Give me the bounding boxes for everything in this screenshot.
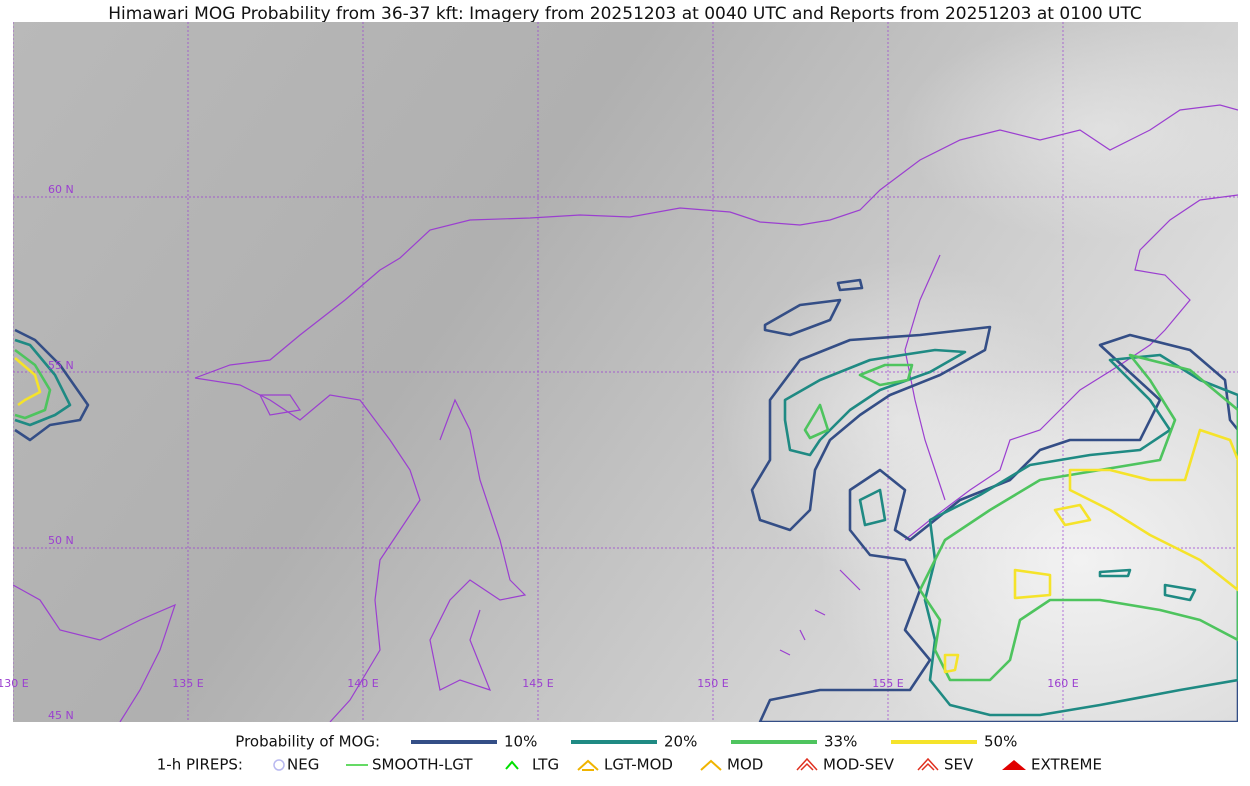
probability-contour [750, 325, 992, 532]
lon-label: 150 E [697, 677, 728, 690]
pirep-symbol [917, 757, 939, 771]
pirep-icon [273, 759, 285, 771]
pirep-symbol [273, 759, 285, 771]
lat-label: 45 N [48, 709, 74, 722]
probability-contour [858, 353, 1238, 717]
map [13, 22, 1238, 722]
pirep-symbol [505, 760, 519, 770]
title: Himawari MOG Probability from 36-37 kft:… [108, 4, 1142, 24]
probability-contour [14, 348, 52, 420]
probability-contour [14, 338, 72, 427]
probability-contour [943, 428, 1238, 674]
coastlines [13, 104, 1238, 722]
pirep-symbol [1002, 760, 1026, 770]
legend: Probability of MOG: 10% 20% 33% 50% 1-h PIREP… [157, 733, 1102, 774]
lon-label: 145 E [522, 677, 553, 690]
lon-label: 130 E [0, 677, 29, 690]
lat-label: 50 N [48, 534, 74, 547]
probability-contour [1098, 568, 1197, 602]
legend-label: LTG [532, 756, 559, 774]
legend-label: MOD [727, 756, 763, 774]
pirep-icon [917, 757, 939, 771]
legend-label: MOD-SEV [823, 756, 895, 774]
legend-label: SMOOTH-LGT [372, 756, 473, 774]
pirep-symbol [796, 757, 818, 771]
pirep-icon [796, 757, 818, 771]
lon-label: 160 E [1047, 677, 1078, 690]
pirep-icon [577, 759, 599, 771]
lon-label: 135 E [172, 677, 203, 690]
pirep-symbol [700, 759, 722, 771]
contours [14, 278, 1238, 722]
legend-heading: Probability of MOG: [235, 733, 380, 751]
legend-heading: 1-h PIREPS: [157, 756, 243, 774]
probability-contour [763, 278, 864, 337]
lon-label: 140 E [347, 677, 378, 690]
lat-labels: 60 N 55 N 50 N 45 N [48, 183, 74, 722]
pirep-icon [505, 760, 519, 770]
legend-label: 20% [664, 733, 697, 751]
legend-label: LGT-MOD [604, 756, 673, 774]
graticule [13, 22, 1238, 722]
lon-labels: 130 E 135 E 140 E 145 E 150 E 155 E 160 E [0, 677, 1079, 690]
lon-label: 155 E [872, 677, 903, 690]
probability-contour [783, 348, 967, 457]
probability-contour [758, 333, 1238, 722]
legend-label: SEV [944, 756, 974, 774]
cloud [900, 22, 1238, 240]
legend-label: EXTREME [1031, 756, 1102, 774]
lat-label: 55 N [48, 359, 74, 372]
legend-label: NEG [287, 756, 319, 774]
legend-label: 10% [504, 733, 537, 751]
probability-contour [14, 328, 90, 442]
lat-label: 60 N [48, 183, 74, 196]
pirep-symbol [577, 759, 599, 771]
legend-label: 33% [824, 733, 857, 751]
pirep-icon [1002, 760, 1026, 770]
pirep-icon [700, 759, 722, 771]
probability-contour [14, 357, 42, 407]
probability-contour [803, 363, 914, 440]
probability-contour [918, 353, 1238, 682]
legend-label: 50% [984, 733, 1017, 751]
